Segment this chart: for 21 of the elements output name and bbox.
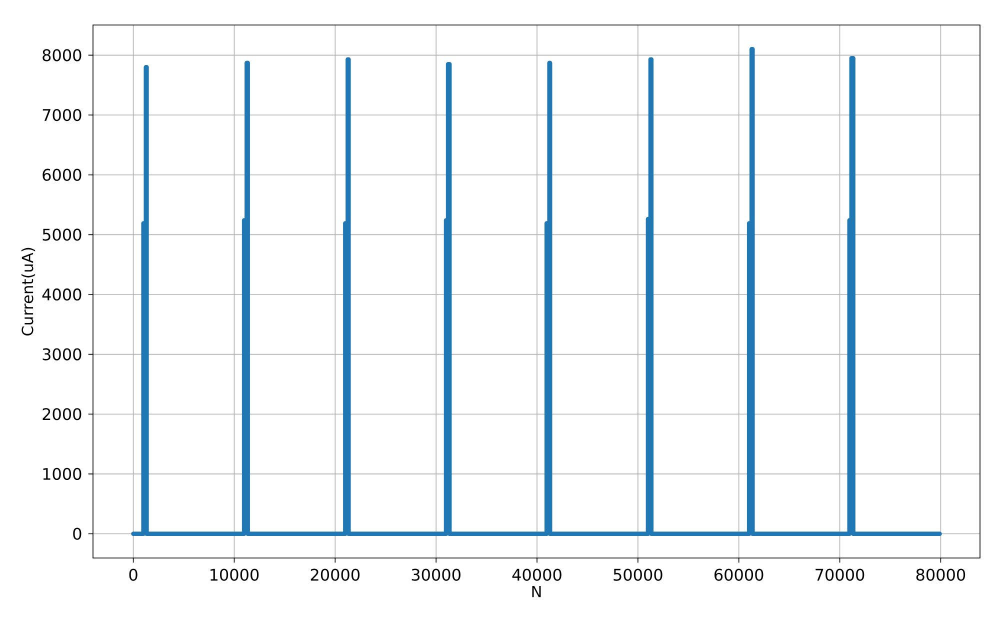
x-tick-label: 10000 [210,568,259,581]
x-tick-label: 70000 [816,568,864,581]
y-tick-label: 2000 [42,408,82,420]
y-tick-label: 1000 [43,468,82,480]
y-tick-label: 3000 [42,348,82,360]
y-tick-label: 0 [73,528,82,540]
y-tick-label: 7000 [42,108,82,122]
y-axis-title: Current(uA) [21,248,36,336]
y-tick-label: 4000 [42,288,82,301]
x-tick-label: 20000 [310,568,360,581]
x-axis-title: N [532,586,541,598]
x-tick-label: 80000 [916,568,966,581]
y-tick-label: 6000 [42,168,82,181]
x-tick-label: 40000 [512,568,562,581]
x-tick-label: 50000 [614,568,662,581]
line-series [131,47,942,536]
x-tick-label: 0 [129,568,138,581]
y-tick-label: 8000 [42,49,82,62]
x-tick-label: 60000 [714,568,764,581]
x-tick-label: 30000 [412,568,460,581]
y-tick-label: 5000 [42,228,82,241]
